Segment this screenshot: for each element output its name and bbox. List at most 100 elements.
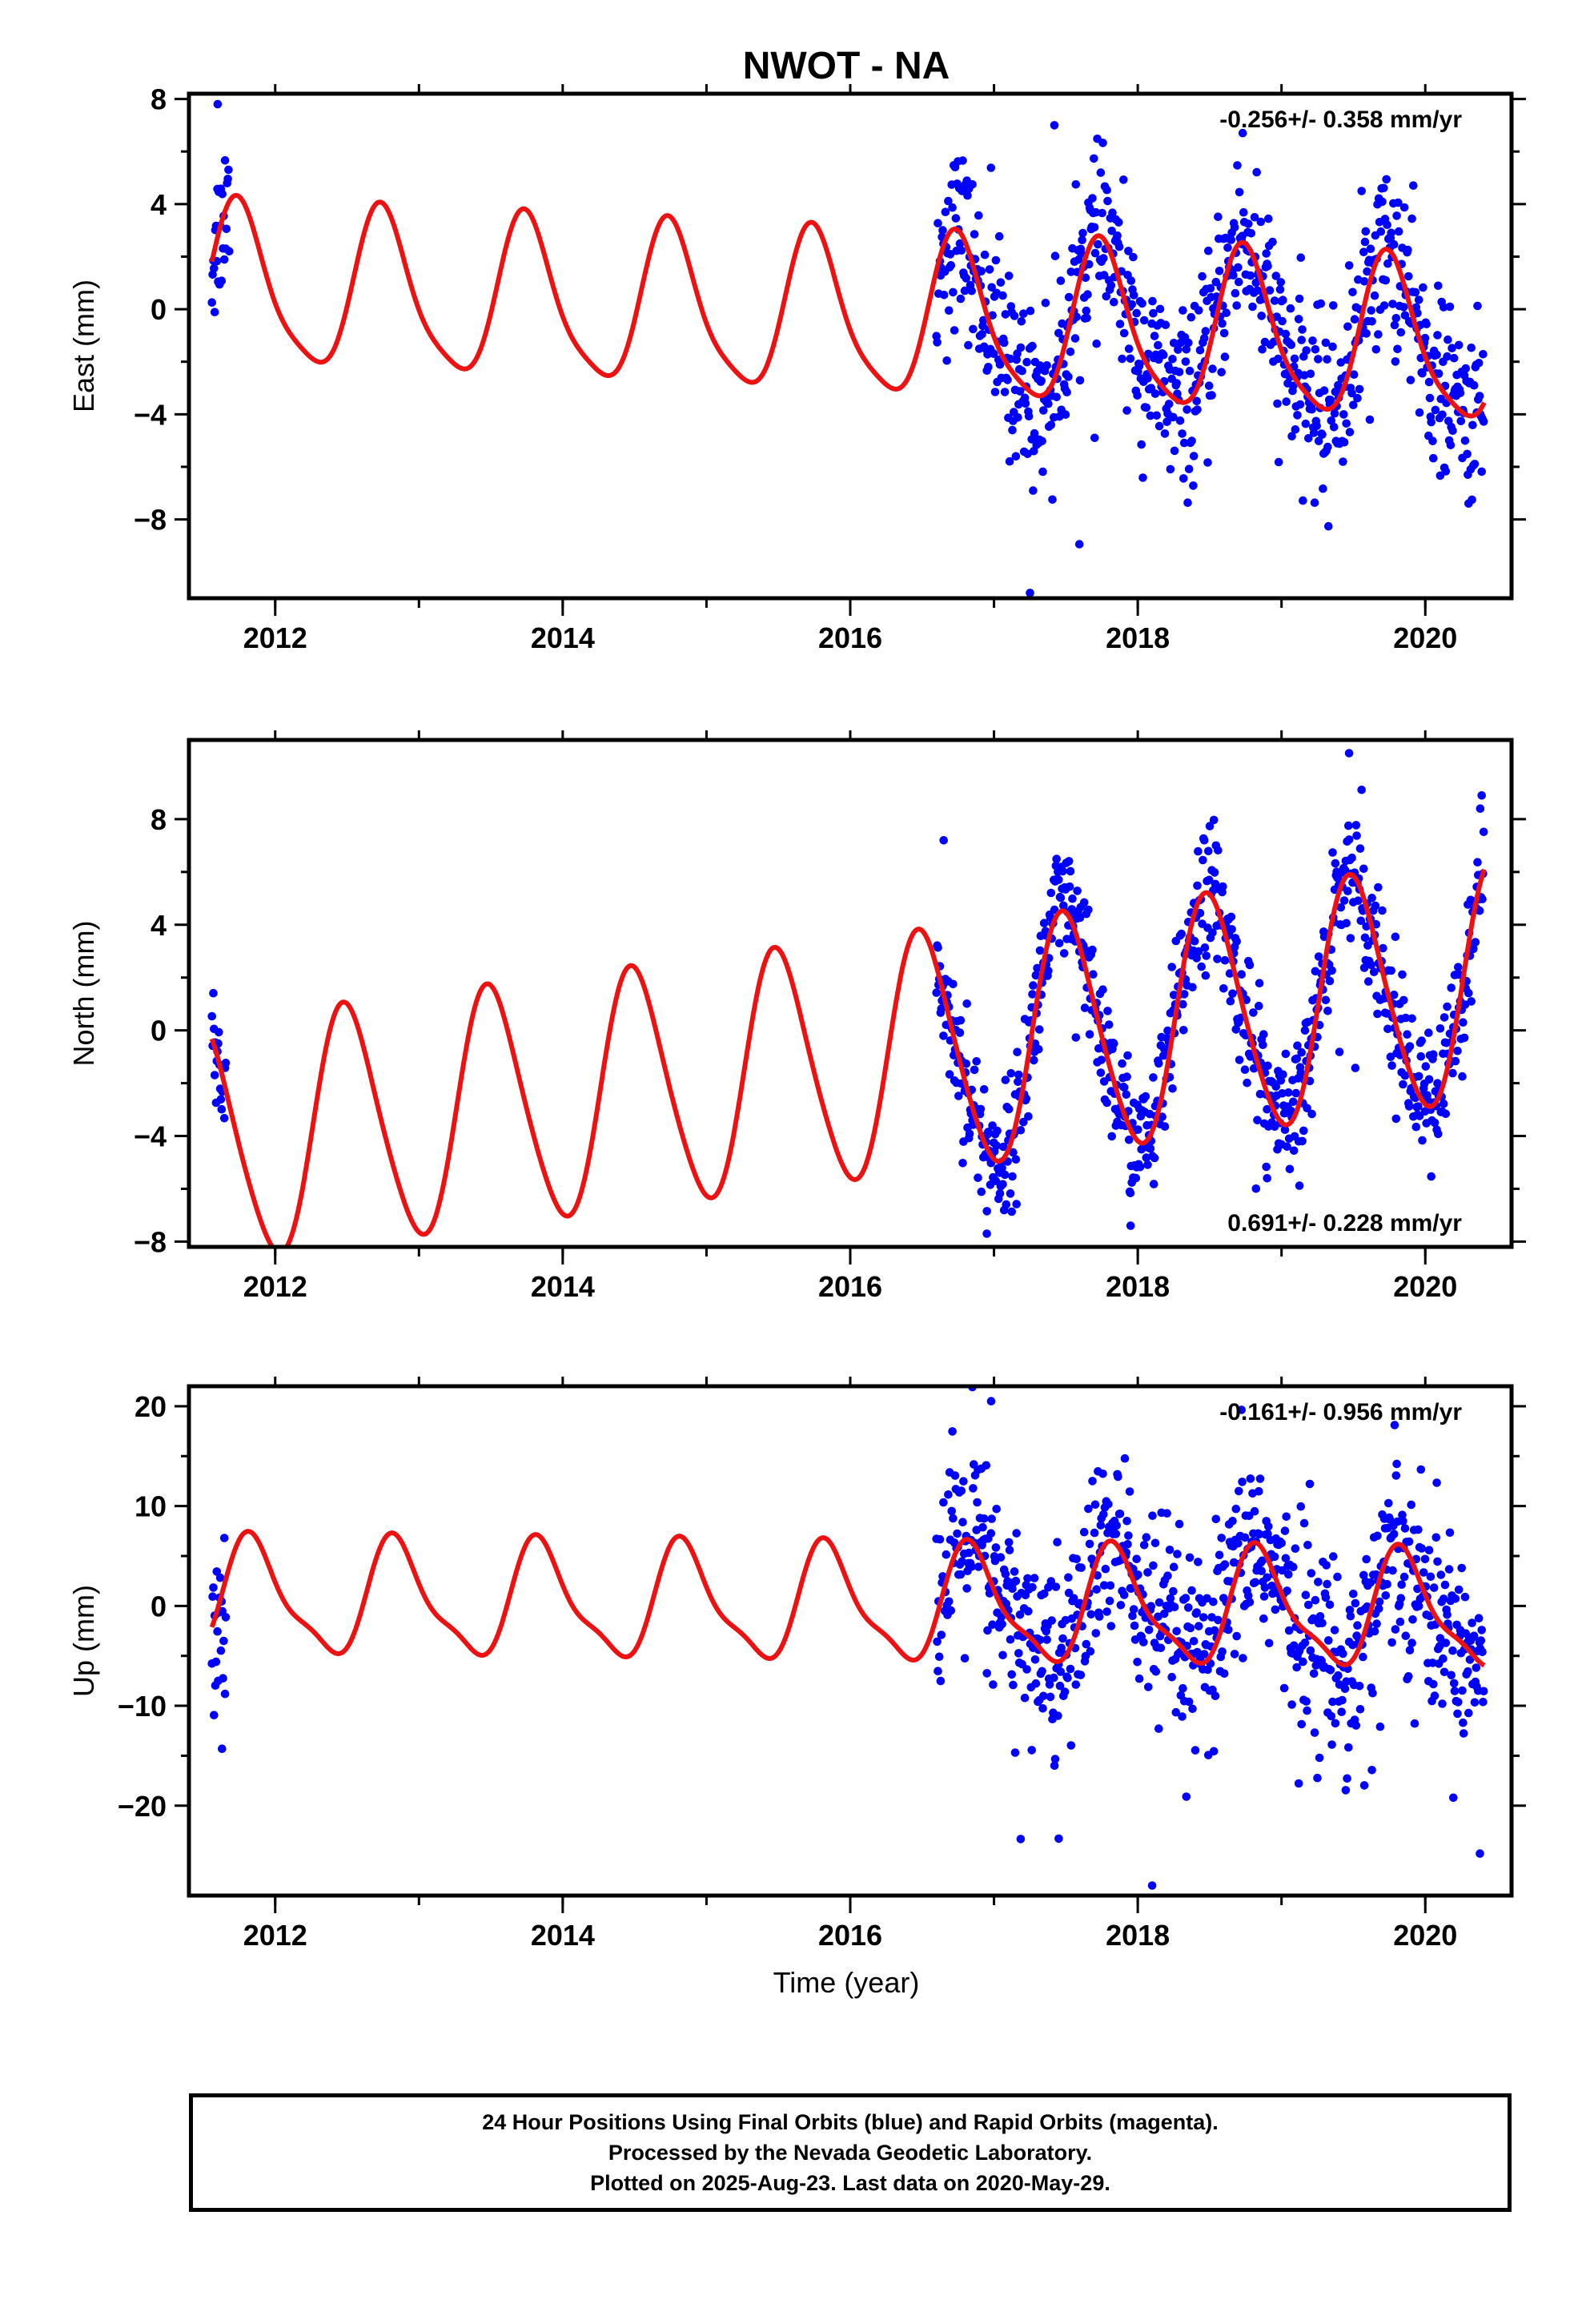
data-point-1-746 [1429, 453, 1438, 463]
data-point-2-675 [1383, 1024, 1392, 1034]
data-point-1-562 [1302, 346, 1311, 355]
data-point-3-65 [962, 1584, 971, 1593]
data-point-3-502 [1264, 1522, 1273, 1531]
data-point-1-766 [1443, 352, 1452, 361]
data-point-1-60 [955, 239, 965, 248]
data-point-3-557 [1302, 1697, 1311, 1706]
data-point-3-377 [1178, 1712, 1186, 1721]
model-curve [209, 868, 1487, 1247]
data-point-2-486 [1253, 1116, 1262, 1124]
y-tick-label-2-1: 4 [151, 909, 167, 942]
data-point-1-786 [1456, 416, 1466, 426]
data-point-3-503 [1264, 1638, 1274, 1648]
data-point-1-770 [1445, 302, 1455, 312]
data-point-3-93 [982, 1461, 991, 1470]
data-point-3-273 [1106, 1581, 1115, 1590]
data-point-3-263 [1099, 1510, 1108, 1519]
data-point-2-395 [1190, 936, 1199, 946]
data-point-3-212 [1064, 1573, 1073, 1582]
data-point-2-417 [1205, 822, 1215, 830]
data-point-3-807 [1474, 1614, 1484, 1622]
plot-frame [187, 738, 1514, 1249]
y-tick-label-1-1: 4 [151, 188, 167, 221]
data-point-3-152 [1022, 1665, 1031, 1674]
data-point-1-290 [1114, 218, 1123, 227]
data-point-1-459 [1231, 288, 1240, 298]
data-point-1-330 [1142, 403, 1151, 412]
data-point-1-247 [1084, 259, 1094, 269]
data-point-1-625 [1345, 428, 1355, 436]
footer-line-3: Plotted on 2025-Aug-23. Last data on 202… [590, 2171, 1110, 2195]
data-point-2-529 [1283, 1142, 1291, 1152]
outlier-point-3-4 [1476, 1849, 1484, 1858]
data-point-2-120 [1000, 1170, 1010, 1180]
x-tick-label-1-1: 2014 [531, 621, 595, 654]
data-point-3-490 [1255, 1474, 1265, 1483]
data-point-1-297 [1119, 175, 1128, 184]
data-point-1-292 [1115, 320, 1125, 328]
data-point-3-678 [1385, 1515, 1395, 1524]
data-point-3-82 [974, 1562, 983, 1571]
data-point-1-28 [934, 219, 942, 228]
data-point-1-759 [1438, 410, 1447, 420]
data-point-2-612 [1339, 896, 1349, 905]
data-point-1-395 [1186, 312, 1196, 322]
data-point-2-247 [1088, 945, 1097, 955]
data-point-1-181 [1039, 406, 1048, 415]
data-point-1-691 [1391, 357, 1400, 366]
data-point-1-339 [1148, 296, 1157, 306]
data-point-1-764 [1441, 467, 1451, 476]
data-point-3-387 [1184, 1697, 1194, 1707]
data-point-3-252 [1091, 1629, 1101, 1638]
data-point-1-481 [1246, 271, 1255, 280]
data-point-3-301 [1125, 1487, 1134, 1496]
data-point-3-253 [1092, 1585, 1101, 1594]
plot-frame [187, 1384, 1514, 1898]
data-point-3-684 [1389, 1530, 1399, 1538]
data-point-2-637 [1357, 786, 1366, 794]
data-point-1-539 [1286, 304, 1295, 313]
data-point-1-425 [1207, 391, 1216, 400]
data-point-3-521 [1277, 1538, 1286, 1548]
data-point-3-489 [1255, 1530, 1264, 1539]
data-point-3-56 [956, 1570, 966, 1579]
data-point-2-201 [1056, 893, 1066, 903]
data-point-2-260 [1097, 1055, 1106, 1064]
data-point-2-588 [1323, 1007, 1332, 1015]
data-point-2-64 [962, 1059, 971, 1068]
data-point-1-15 [218, 190, 227, 199]
data-point-1-298 [1119, 328, 1129, 338]
data-point-1-323 [1137, 440, 1146, 449]
data-point-2-236 [1080, 1003, 1090, 1012]
data-point-3-758 [1440, 1580, 1450, 1590]
data-point-2-90 [979, 1085, 989, 1094]
data-point-1-694 [1393, 344, 1402, 354]
data-point-1-553 [1295, 400, 1305, 409]
data-point-1-624 [1344, 261, 1354, 270]
data-point-2-169 [1034, 1044, 1043, 1054]
data-point-3-608 [1337, 1707, 1346, 1716]
data-point-1-136 [1008, 425, 1017, 435]
data-point-1-546 [1291, 425, 1300, 434]
data-point-2-23 [934, 943, 942, 952]
data-point-3-8 [213, 1626, 222, 1636]
data-point-2-421 [1208, 928, 1217, 937]
data-point-3-616 [1343, 1774, 1351, 1783]
data-point-2-484 [1251, 1184, 1261, 1193]
data-point-1-420 [1204, 246, 1213, 255]
data-point-2-56 [956, 1015, 966, 1025]
outlier-point-1-4 [1090, 433, 1099, 443]
data-point-3-272 [1105, 1596, 1114, 1606]
data-point-3-160 [1028, 1582, 1037, 1592]
data-point-3-128 [1006, 1635, 1015, 1644]
data-point-2-378 [1178, 999, 1187, 1009]
data-point-3-701 [1401, 1631, 1411, 1640]
data-point-3-811 [1477, 1626, 1486, 1634]
data-point-1-631 [1349, 370, 1359, 380]
data-point-3-35 [942, 1550, 951, 1559]
data-point-2-741 [1429, 1050, 1438, 1059]
data-point-2-10 [215, 1027, 223, 1037]
data-point-3-711 [1408, 1615, 1417, 1624]
data-point-3-165 [1031, 1679, 1041, 1688]
data-point-3-458 [1234, 1538, 1243, 1548]
